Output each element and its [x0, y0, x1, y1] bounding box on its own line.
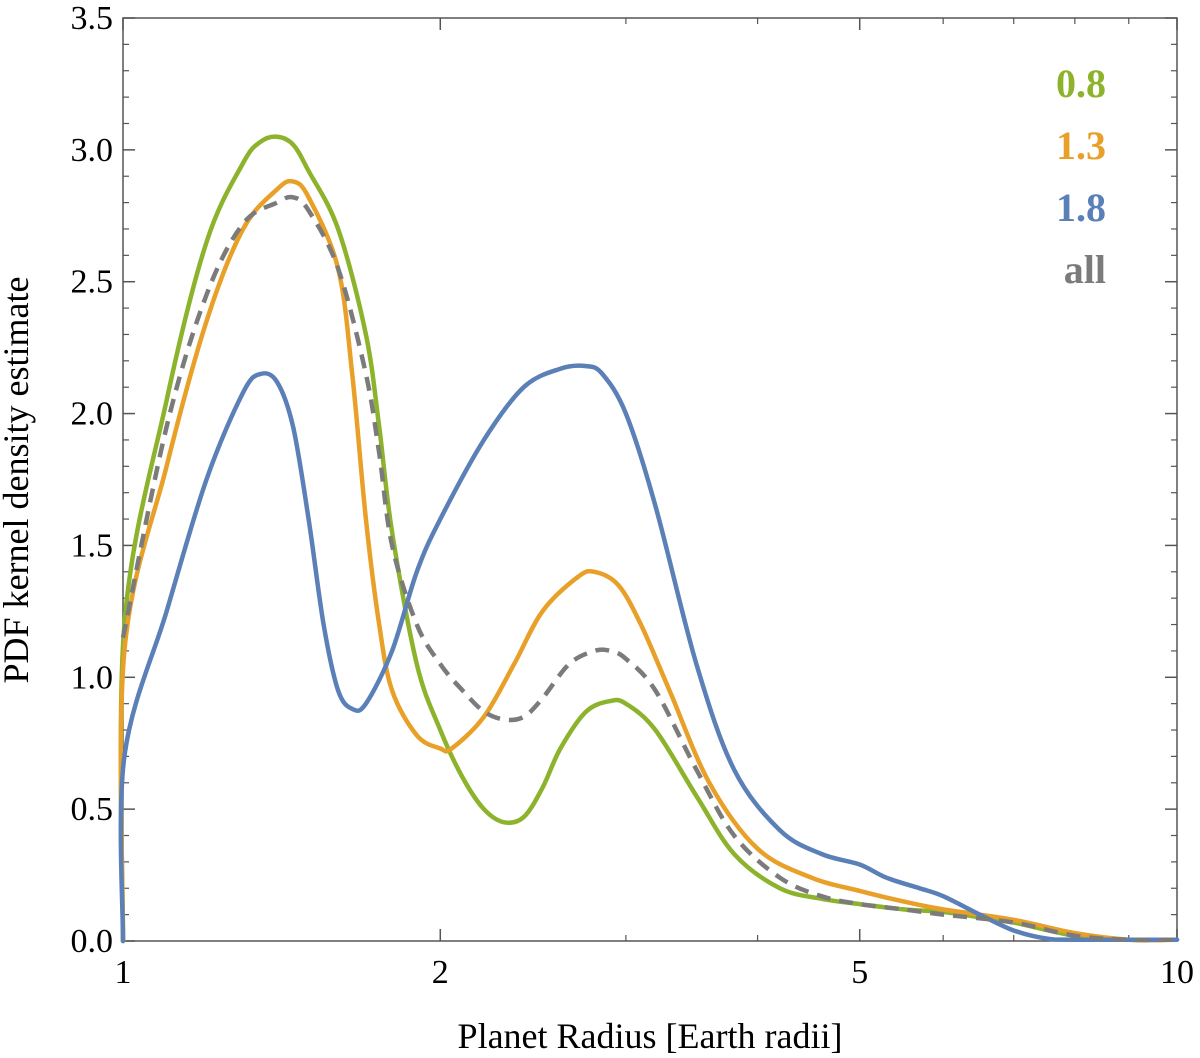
y-tick-label: 0.0: [71, 923, 114, 960]
legend-entry: 1.3: [1056, 123, 1106, 168]
y-tick-label: 1.0: [71, 659, 114, 696]
x-axis-title: Planet Radius [Earth radii]: [458, 1016, 843, 1056]
series-group: [118, 134, 1180, 944]
legend-entry: 0.8: [1056, 61, 1106, 106]
series-line-0-8: [118, 134, 1180, 944]
series-line-all: [120, 194, 1178, 943]
plot-frame: [122, 17, 1178, 942]
series-line-1-8: [118, 363, 1180, 944]
series-line-1-3: [118, 178, 1180, 944]
y-axis-title: PDF kernel density estimate: [0, 277, 36, 684]
y-tick-label: 3.0: [71, 132, 114, 169]
x-tick-label: 1: [115, 954, 132, 991]
legend-entry: 1.8: [1056, 185, 1106, 230]
x-tick-label: 10: [1160, 954, 1194, 991]
legend: 0.8 1.3 1.8 all: [1056, 61, 1106, 292]
y-tick-label: 0.5: [71, 791, 114, 828]
y-tick-label: 3.5: [71, 0, 114, 37]
y-tick-label: 1.5: [71, 527, 114, 564]
x-tick-label: 5: [851, 954, 868, 991]
axis-tick-labels: 1 2 5 10 0.0 0.5 1.0 1.5 2.0 2.5 3.0 3.5: [71, 0, 1195, 991]
y-tick-label: 2.5: [71, 264, 114, 301]
x-tick-label: 2: [432, 954, 449, 991]
y-tick-label: 2.0: [71, 396, 114, 433]
legend-entry: all: [1064, 247, 1106, 292]
